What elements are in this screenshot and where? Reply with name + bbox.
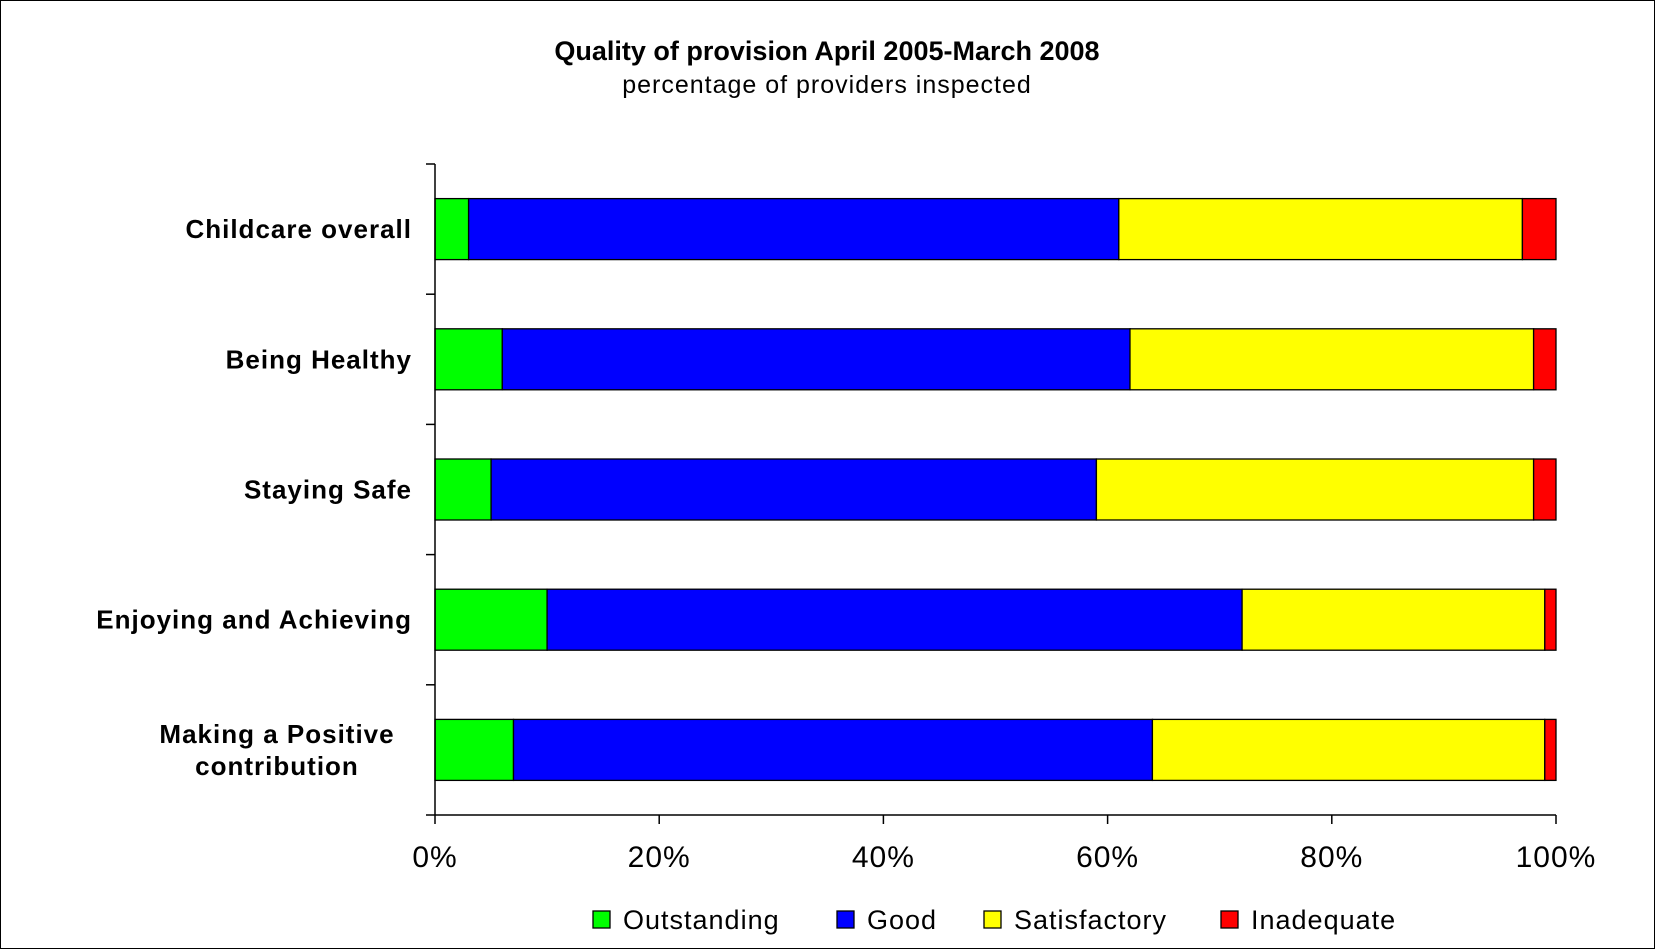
legend-swatch [1220, 910, 1239, 929]
x-tick-label: 0% [412, 841, 457, 874]
legend-label: Outstanding [623, 905, 780, 935]
bar-segment [1532, 328, 1557, 391]
x-tick-label: 20% [628, 841, 691, 874]
x-tick-label: 100% [1516, 841, 1597, 874]
plot-area: Childcare overall Being Healthy Staying Sa… [96, 163, 1597, 874]
legend-label: Satisfactory [1014, 905, 1167, 935]
bar-segment [546, 588, 1243, 651]
bar-segment [467, 197, 1120, 261]
bar-segment [1095, 458, 1535, 521]
category-label: Enjoying and Achieving [96, 605, 412, 635]
bar-segment [1118, 197, 1524, 261]
bar-segment [1241, 588, 1546, 651]
bar-segment [434, 328, 503, 391]
category-label: Staying Safe [244, 475, 412, 505]
category-label: contribution [195, 751, 359, 781]
bar-segment [1151, 718, 1546, 782]
category-label: Childcare overall [185, 214, 412, 244]
x-tick-label: 40% [852, 841, 915, 874]
bar-segment [434, 718, 515, 782]
legend-swatch [592, 910, 611, 929]
bar-segment [1129, 328, 1535, 391]
bar-segment [1521, 197, 1557, 261]
legend: Outstanding Good Satisfactory Inadequate [592, 905, 1396, 935]
bar-segment [1544, 718, 1557, 782]
bar-segment [512, 718, 1154, 782]
legend-label: Inadequate [1251, 905, 1396, 935]
bar-segment [490, 458, 1098, 521]
bar-segment [434, 197, 470, 261]
bar-segment [1544, 588, 1557, 651]
bar-segment [1532, 458, 1557, 521]
legend-swatch [983, 910, 1002, 929]
x-tick-label: 80% [1300, 841, 1363, 874]
category-label: Being Healthy [226, 344, 412, 374]
bar-segment [434, 458, 492, 521]
bar-segment [501, 328, 1131, 391]
category-label: Making a Positive [159, 719, 394, 749]
bar-segment [434, 588, 548, 651]
legend-swatch [836, 910, 855, 929]
x-tick-label: 60% [1076, 841, 1139, 874]
legend-label: Good [867, 905, 937, 935]
chart-subtitle: percentage of providers inspected [622, 71, 1032, 99]
chart-title: Quality of provision April 2005-March 20… [554, 36, 1099, 66]
